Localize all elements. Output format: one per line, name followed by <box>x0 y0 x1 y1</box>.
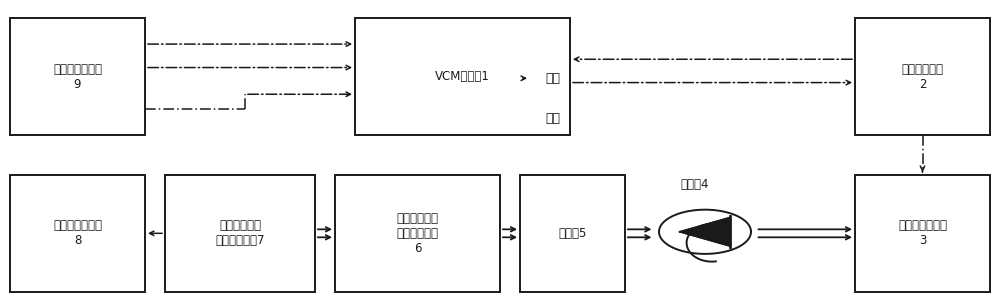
Text: 真空泵继电器
2: 真空泵继电器 2 <box>902 63 944 91</box>
Text: 制动刹车灯信号
8: 制动刹车灯信号 8 <box>53 219 102 247</box>
Bar <box>165 175 315 292</box>
Text: 气路: 气路 <box>545 112 560 125</box>
Text: 独立电动真空泵
3: 独立电动真空泵 3 <box>898 219 947 247</box>
Bar <box>10 18 145 135</box>
Text: 电路: 电路 <box>545 72 560 85</box>
Text: 单向阀4: 单向阀4 <box>681 178 709 191</box>
Text: VCM控制器1: VCM控制器1 <box>435 70 490 83</box>
Bar <box>855 18 990 135</box>
Bar <box>355 18 570 135</box>
Text: 真空罐5: 真空罐5 <box>558 227 587 240</box>
Polygon shape <box>680 217 730 246</box>
Bar <box>10 175 145 292</box>
Text: 相对压力真空
度传感器信号7: 相对压力真空 度传感器信号7 <box>215 219 265 247</box>
Text: 制动主缸带真
空助力器总成
6: 制动主缸带真 空助力器总成 6 <box>397 212 439 255</box>
Bar <box>335 175 500 292</box>
Bar <box>520 175 625 292</box>
Text: 轮速传感器信号
9: 轮速传感器信号 9 <box>53 63 102 91</box>
Bar <box>855 175 990 292</box>
